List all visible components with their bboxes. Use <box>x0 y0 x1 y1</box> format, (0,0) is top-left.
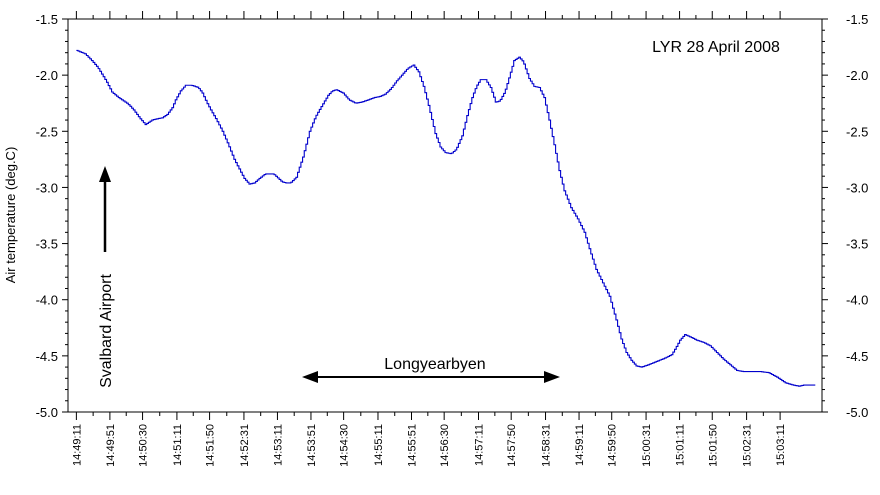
y-tick-label-right: -5.0 <box>846 405 868 420</box>
x-axis: 14:49:11 14:49:51 14:50:30 14:51:11 14:51:50… <box>71 11 787 467</box>
x-tick-label: 14:57:50 <box>506 424 518 467</box>
plot-frame <box>67 18 823 413</box>
longyearbyen-label: Longyearbyen <box>384 356 485 373</box>
x-tick-label: 14:57:11 <box>474 424 486 466</box>
x-tick-label: 15:02:31 <box>742 424 754 467</box>
temperature-series-line <box>76 49 816 387</box>
x-tick-label: 14:55:11 <box>373 424 385 466</box>
svalbard-airport-label: Svalbard Airport <box>98 274 115 388</box>
x-tick-label: 14:54:30 <box>339 424 351 467</box>
y-axis-right: -1.5 -2.0 -2.5 -3.0 -3.5 -4.0 -4.5 -5.0 <box>822 12 868 420</box>
chart-title: LYR 28 April 2008 <box>652 39 780 56</box>
y-tick-label-left: -2.5 <box>36 124 58 139</box>
x-tick-label: 14:51:11 <box>172 424 184 466</box>
x-tick-label: 14:52:31 <box>239 424 251 467</box>
y-tick-label-left: -4.5 <box>36 349 58 364</box>
y-tick-label-right: -4.0 <box>846 293 868 308</box>
x-tick-label: 14:51:50 <box>205 424 217 467</box>
y-axis-left: -1.5 -2.0 -2.5 -3.0 -3.5 -4.0 -4.5 -5.0 <box>36 12 68 420</box>
longyearbyen-arrow-head-right <box>544 371 560 383</box>
y-tick-label-right: -4.5 <box>846 349 868 364</box>
x-tick-label: 14:58:31 <box>541 424 553 467</box>
longyearbyen-arrow-head-left <box>302 371 318 383</box>
y-tick-label-left: -3.5 <box>36 237 58 252</box>
x-tick-label: 14:59:50 <box>607 424 619 467</box>
x-tick-label: 14:56:30 <box>439 424 451 467</box>
y-tick-label-left: -2.0 <box>36 68 58 83</box>
x-tick-label: 14:49:11 <box>71 424 83 466</box>
x-tick-label: 14:59:11 <box>574 424 586 466</box>
x-tick-label: 14:50:30 <box>138 424 150 467</box>
y-tick-label-left: -5.0 <box>36 405 58 420</box>
x-tick-label: 14:53:11 <box>272 424 284 466</box>
y-tick-label-left: -1.5 <box>36 12 58 27</box>
x-tick-label: 14:49:51 <box>105 424 117 467</box>
y-tick-label-left: -4.0 <box>36 293 58 308</box>
svalbard-arrow-head <box>99 166 111 182</box>
x-tick-label: 15:01:50 <box>707 424 719 467</box>
x-tick-label: 14:55:51 <box>406 424 418 467</box>
y-tick-label-right: -3.5 <box>846 237 868 252</box>
y-tick-label-right: -1.5 <box>846 12 868 27</box>
y-tick-label-left: -3.0 <box>36 180 58 195</box>
y-tick-label-right: -3.0 <box>846 180 868 195</box>
x-tick-label: 15:03:11 <box>775 424 787 466</box>
y-axis-title: Air temperature (deg.C) <box>3 147 18 284</box>
y-tick-label-right: -2.5 <box>846 124 868 139</box>
x-tick-label: 14:53:51 <box>306 424 318 467</box>
x-tick-label: 15:00:31 <box>641 424 653 467</box>
y-tick-label-right: -2.0 <box>846 68 868 83</box>
x-tick-label: 15:01:11 <box>675 424 687 466</box>
